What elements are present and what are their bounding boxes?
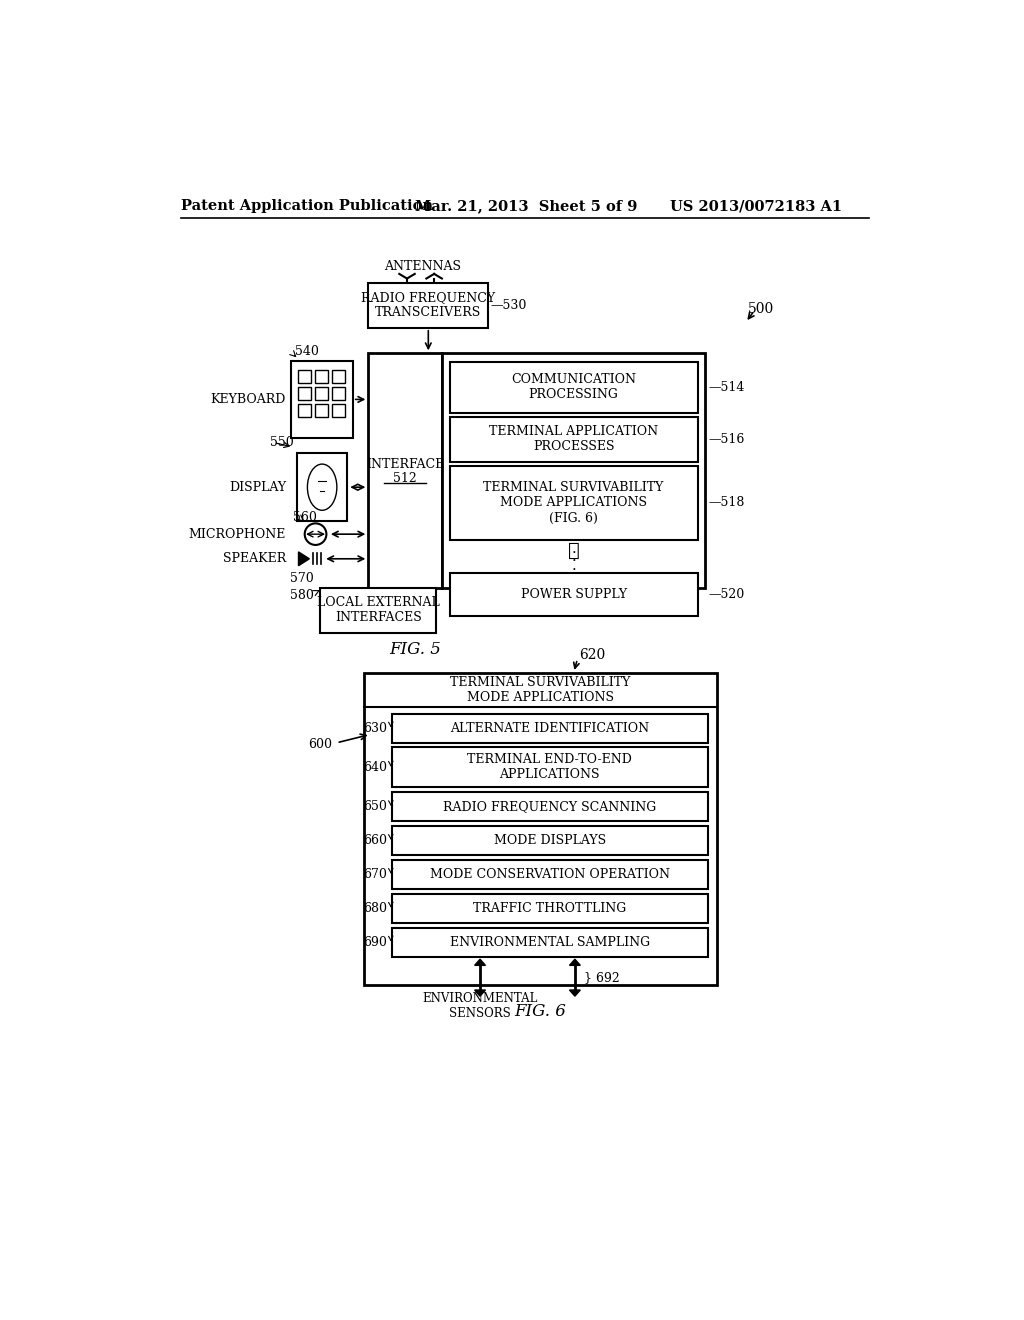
Bar bbox=[391, 714, 708, 743]
Text: .: . bbox=[571, 550, 575, 564]
Text: TERMINAL APPLICATION
PROCESSES: TERMINAL APPLICATION PROCESSES bbox=[489, 425, 658, 454]
Bar bbox=[369, 354, 442, 589]
Text: 500: 500 bbox=[748, 301, 774, 315]
Text: MODE DISPLAYS: MODE DISPLAYS bbox=[494, 834, 605, 847]
Bar bbox=[314, 404, 328, 417]
Text: COMMUNICATION
PROCESSING: COMMUNICATION PROCESSING bbox=[511, 374, 636, 401]
Text: TRAFFIC THROTTLING: TRAFFIC THROTTLING bbox=[473, 902, 627, 915]
Text: TERMINAL SURVIVABILITY
MODE APPLICATIONS
(FIG. 6): TERMINAL SURVIVABILITY MODE APPLICATIONS… bbox=[483, 482, 664, 524]
Bar bbox=[450, 363, 697, 412]
Text: 670: 670 bbox=[362, 869, 387, 880]
Text: 660: 660 bbox=[362, 834, 387, 847]
Text: 580: 580 bbox=[290, 589, 314, 602]
Text: } 692: } 692 bbox=[585, 972, 620, 985]
Text: 600: 600 bbox=[308, 738, 332, 751]
Text: INTERFACE: INTERFACE bbox=[366, 458, 444, 471]
Bar bbox=[391, 747, 708, 788]
Text: RADIO FREQUENCY SCANNING: RADIO FREQUENCY SCANNING bbox=[443, 800, 656, 813]
Bar bbox=[442, 354, 706, 589]
Text: 560: 560 bbox=[293, 511, 317, 524]
Text: 640: 640 bbox=[362, 760, 387, 774]
Text: 540: 540 bbox=[295, 345, 318, 358]
Bar bbox=[332, 387, 345, 400]
Bar bbox=[321, 589, 436, 632]
Bar bbox=[391, 859, 708, 890]
Text: .: . bbox=[571, 558, 575, 573]
Bar bbox=[391, 792, 708, 821]
Bar bbox=[314, 387, 328, 400]
Text: FIG. 5: FIG. 5 bbox=[389, 642, 440, 659]
Text: 570: 570 bbox=[290, 573, 314, 585]
Text: DISPLAY: DISPLAY bbox=[229, 480, 286, 494]
Bar bbox=[298, 370, 311, 383]
Bar bbox=[314, 370, 328, 383]
Text: —514: —514 bbox=[709, 381, 744, 393]
Bar bbox=[332, 404, 345, 417]
Polygon shape bbox=[299, 552, 309, 566]
Bar bbox=[291, 360, 352, 438]
Text: MICROPHONE: MICROPHONE bbox=[188, 528, 286, 541]
Text: —530: —530 bbox=[490, 298, 527, 312]
Text: ENVIRONMENTAL SAMPLING: ENVIRONMENTAL SAMPLING bbox=[450, 936, 649, 949]
Text: US 2013/0072183 A1: US 2013/0072183 A1 bbox=[671, 199, 843, 213]
Text: LOCAL EXTERNAL
INTERFACES: LOCAL EXTERNAL INTERFACES bbox=[317, 597, 439, 624]
Polygon shape bbox=[569, 960, 581, 965]
Text: KEYBOARD: KEYBOARD bbox=[211, 393, 286, 407]
Text: 512: 512 bbox=[393, 471, 417, 484]
Bar bbox=[298, 387, 311, 400]
Text: —518: —518 bbox=[709, 496, 744, 510]
Text: RADIO FREQUENCY
TRANSCEIVERS: RADIO FREQUENCY TRANSCEIVERS bbox=[361, 292, 496, 319]
Text: .: . bbox=[571, 541, 575, 556]
Text: TERMINAL SURVIVABILITY
MODE APPLICATIONS: TERMINAL SURVIVABILITY MODE APPLICATIONS bbox=[451, 676, 631, 704]
Text: —516: —516 bbox=[709, 433, 744, 446]
Text: ALTERNATE IDENTIFICATION: ALTERNATE IDENTIFICATION bbox=[450, 722, 649, 735]
Bar bbox=[365, 673, 717, 985]
Text: 690: 690 bbox=[362, 936, 387, 949]
Bar bbox=[391, 826, 708, 855]
Bar bbox=[391, 928, 708, 957]
Text: ENVIRONMENTAL
SENSORS: ENVIRONMENTAL SENSORS bbox=[422, 993, 538, 1020]
Text: 680: 680 bbox=[362, 902, 387, 915]
Text: ⋯: ⋯ bbox=[567, 543, 580, 560]
Bar bbox=[298, 404, 311, 417]
Text: Mar. 21, 2013  Sheet 5 of 9: Mar. 21, 2013 Sheet 5 of 9 bbox=[415, 199, 637, 213]
Text: ANTENNAS: ANTENNAS bbox=[384, 260, 461, 273]
Polygon shape bbox=[474, 960, 485, 965]
Polygon shape bbox=[569, 990, 581, 997]
Text: FIG. 6: FIG. 6 bbox=[515, 1003, 566, 1020]
Bar bbox=[391, 894, 708, 923]
Text: MODE CONSERVATION OPERATION: MODE CONSERVATION OPERATION bbox=[430, 869, 670, 880]
Text: POWER SUPPLY: POWER SUPPLY bbox=[520, 587, 627, 601]
Polygon shape bbox=[474, 990, 485, 997]
Bar bbox=[450, 573, 697, 615]
Bar bbox=[369, 284, 488, 327]
Text: 550: 550 bbox=[270, 436, 294, 449]
Text: 630: 630 bbox=[362, 722, 387, 735]
Text: 650: 650 bbox=[362, 800, 387, 813]
Bar bbox=[332, 370, 345, 383]
Bar bbox=[297, 453, 347, 521]
Text: SPEAKER: SPEAKER bbox=[223, 552, 286, 565]
Text: TERMINAL END-TO-END
APPLICATIONS: TERMINAL END-TO-END APPLICATIONS bbox=[467, 754, 632, 781]
Bar bbox=[450, 466, 697, 540]
Text: —520: —520 bbox=[709, 587, 744, 601]
Text: 620: 620 bbox=[579, 648, 605, 663]
Bar bbox=[450, 417, 697, 462]
Text: Patent Application Publication: Patent Application Publication bbox=[180, 199, 433, 213]
